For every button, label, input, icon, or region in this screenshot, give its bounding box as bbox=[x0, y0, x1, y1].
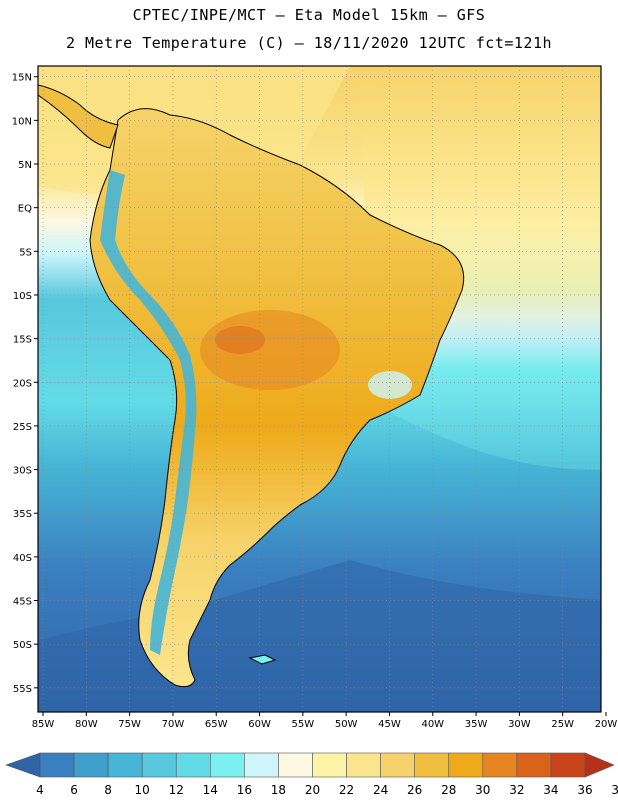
lat-tick-label: 10N bbox=[12, 116, 32, 127]
colorbar-label: 6 bbox=[70, 783, 78, 797]
lon-tick-label: 85W bbox=[32, 719, 55, 730]
colorbar-swatch bbox=[380, 752, 415, 778]
colorbar-label: 24 bbox=[373, 783, 388, 797]
colorbar-swatch bbox=[482, 752, 518, 778]
colorbar-swatch bbox=[107, 752, 143, 778]
colorbar-label: 26 bbox=[407, 783, 422, 797]
colorbar-swatch bbox=[39, 752, 75, 778]
colorbar-label: 32 bbox=[509, 783, 524, 797]
lon-tick-label: 45W bbox=[378, 719, 401, 730]
colorbar-label: 28 bbox=[441, 783, 456, 797]
colorbar-label: 22 bbox=[339, 783, 354, 797]
lon-tick-label: 25W bbox=[551, 719, 574, 730]
map-title: CPTEC/INPE/MCT – Eta Model 15km – GFS bbox=[132, 6, 486, 24]
colorbar-swatch bbox=[550, 752, 586, 778]
lon-tick-label: 50W bbox=[335, 719, 358, 730]
lat-tick-label: 50S bbox=[13, 640, 32, 651]
lat-tick-label: 10S bbox=[13, 291, 32, 302]
colorbar-swatch bbox=[312, 752, 347, 778]
lon-tick-label: 60W bbox=[248, 719, 271, 730]
colorbar-swatch bbox=[346, 752, 381, 778]
colorbar-swatch bbox=[210, 752, 245, 778]
lat-tick-label: 5S bbox=[19, 247, 32, 258]
map-subtitle: 2 Metre Temperature (C) – 18/11/2020 12U… bbox=[65, 34, 553, 52]
latitude-axis: 15N 10N 5N EQ 5S 10S 15S 20S 25S 30S 35S 40S 45S 50S 5… bbox=[12, 73, 38, 695]
temperature-field bbox=[38, 66, 601, 712]
colorbar-swatch bbox=[278, 752, 313, 778]
colorbar-swatch bbox=[448, 752, 484, 778]
colorbar-arrow-high bbox=[584, 752, 615, 778]
lon-tick-label: 70W bbox=[162, 719, 185, 730]
colorbar-swatch bbox=[175, 752, 211, 778]
lon-tick-label: 75W bbox=[118, 719, 141, 730]
lat-tick-label: 40S bbox=[13, 553, 32, 564]
colorbar-label: 8 bbox=[104, 783, 112, 797]
lat-tick-label: 15S bbox=[13, 335, 32, 346]
hot-spot-core bbox=[215, 326, 265, 354]
andes-cold-strip bbox=[100, 170, 197, 655]
colorbar-label: 10 bbox=[135, 783, 150, 797]
lat-tick-label: 15N bbox=[12, 73, 32, 84]
colorbar-label: 38 bbox=[611, 783, 618, 797]
colorbar: 4 6 8 10 12 14 16 18 20 22 24 26 28 30 32 34 36 38 bbox=[5, 752, 618, 797]
colorbar-swatch bbox=[73, 752, 109, 778]
lat-tick-label: 20S bbox=[13, 378, 32, 389]
colorbar-label: 16 bbox=[237, 783, 252, 797]
lon-tick-label: 20W bbox=[595, 719, 618, 730]
colorbar-label: 20 bbox=[305, 783, 320, 797]
lon-tick-label: 55W bbox=[292, 719, 315, 730]
colorbar-swatch bbox=[516, 752, 552, 778]
colorbar-label: 36 bbox=[577, 783, 592, 797]
colorbar-label: 12 bbox=[169, 783, 184, 797]
colorbar-swatch bbox=[141, 752, 177, 778]
lon-tick-label: 30W bbox=[508, 719, 531, 730]
colorbar-label: 14 bbox=[203, 783, 218, 797]
lon-tick-label: 40W bbox=[421, 719, 444, 730]
hot-spot-interior bbox=[200, 310, 340, 390]
colorbar-label: 34 bbox=[543, 783, 558, 797]
lon-tick-label: 65W bbox=[205, 719, 228, 730]
colorbar-arrow-low bbox=[5, 752, 41, 778]
falkland-islands bbox=[248, 654, 277, 665]
lat-tick-label: 25S bbox=[13, 422, 32, 433]
map-frame bbox=[37, 65, 602, 713]
lat-tick-label: 55S bbox=[13, 684, 32, 695]
central-america-land bbox=[38, 84, 119, 149]
lon-tick-label: 35W bbox=[465, 719, 488, 730]
colorbar-swatch bbox=[244, 752, 279, 778]
south-america-land bbox=[89, 108, 465, 688]
lat-tick-label: 45S bbox=[13, 597, 32, 608]
lat-tick-label: EQ bbox=[18, 204, 32, 215]
colorbar-label: 4 bbox=[36, 783, 44, 797]
colorbar-label: 30 bbox=[475, 783, 490, 797]
lat-tick-label: 30S bbox=[13, 466, 32, 477]
southeast-cool-patch bbox=[368, 371, 412, 399]
longitude-axis: 85W 80W 75W 70W 65W 60W 55W 50W 45W 40W 35W 30W 25W 2… bbox=[32, 712, 618, 730]
lon-tick-label: 80W bbox=[75, 719, 98, 730]
colorbar-swatch bbox=[414, 752, 450, 778]
colorbar-label: 18 bbox=[271, 783, 286, 797]
lat-tick-label: 35S bbox=[13, 509, 32, 520]
lat-tick-label: 5N bbox=[18, 160, 32, 171]
